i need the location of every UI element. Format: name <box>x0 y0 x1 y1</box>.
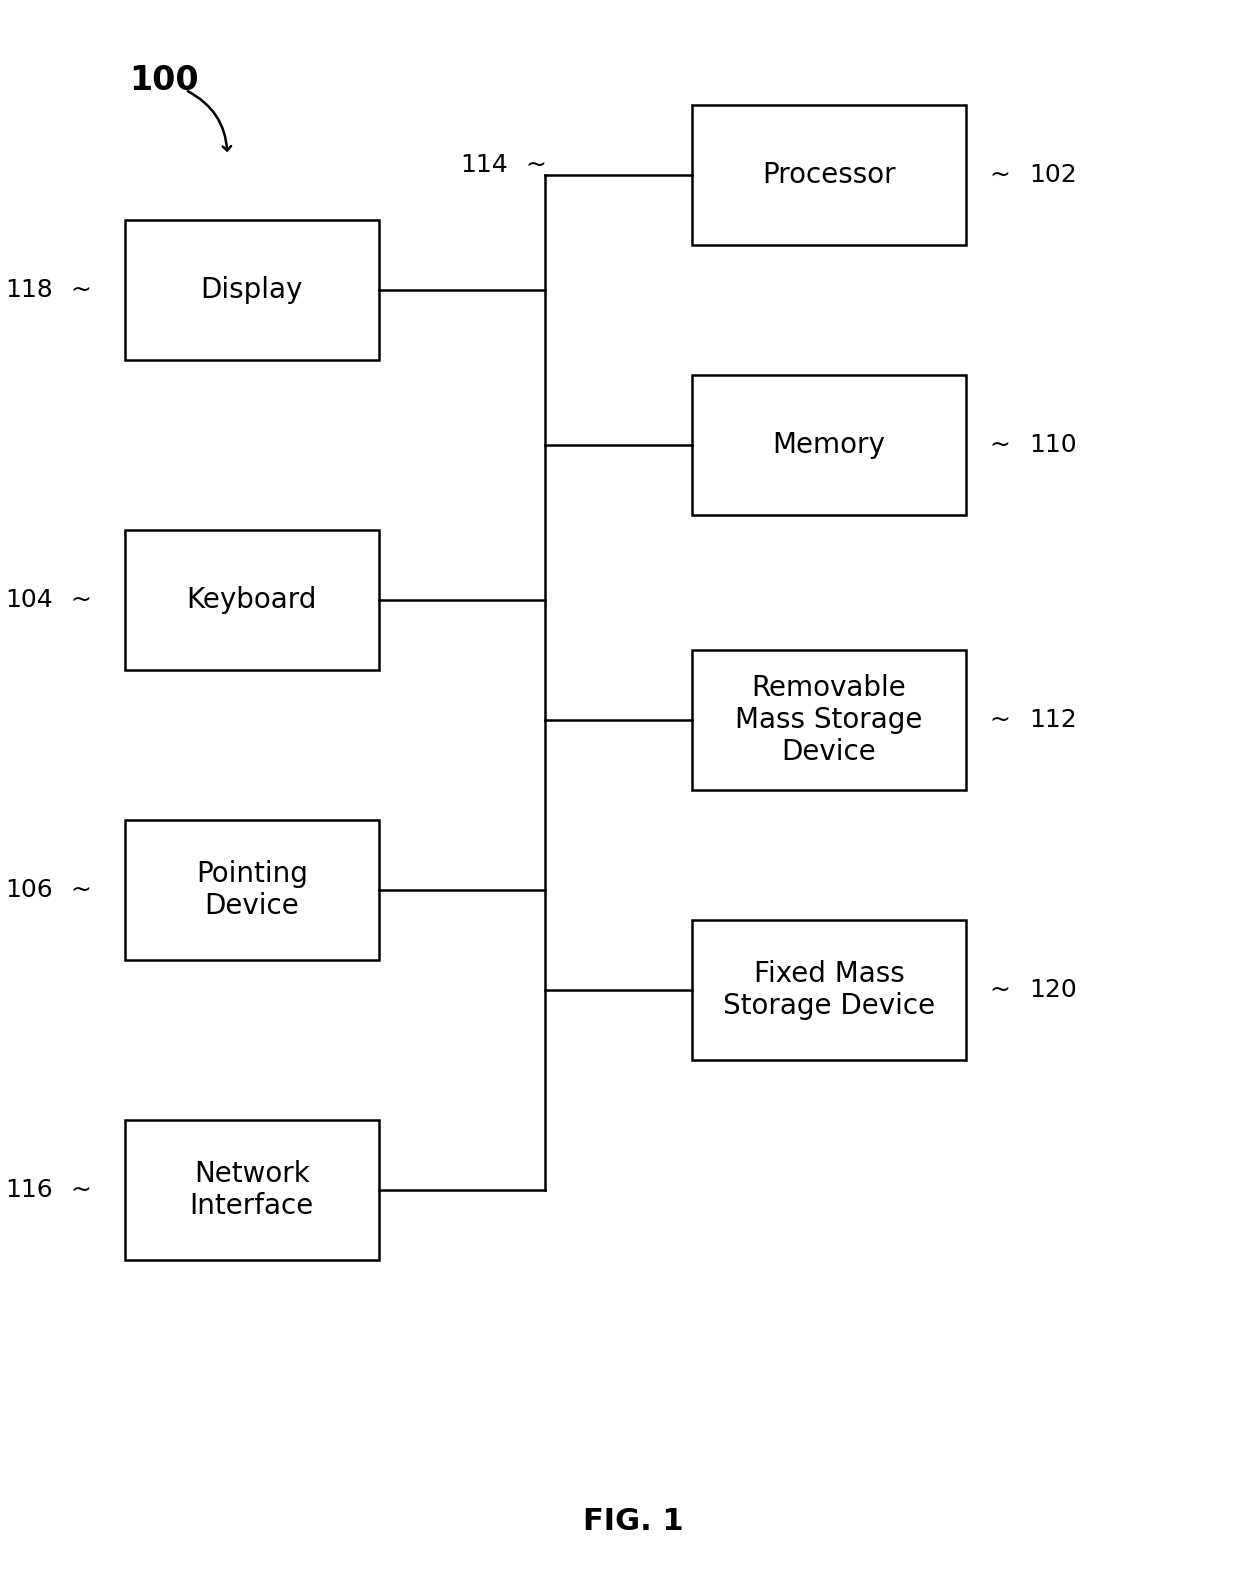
Bar <box>125 819 379 960</box>
Text: Keyboard: Keyboard <box>187 585 317 614</box>
Text: 106: 106 <box>5 878 53 902</box>
Text: ~: ~ <box>71 278 91 302</box>
Text: 104: 104 <box>5 589 53 612</box>
Text: Fixed Mass
Storage Device: Fixed Mass Storage Device <box>723 960 935 1020</box>
Text: Memory: Memory <box>773 430 885 459</box>
Text: ~: ~ <box>71 589 91 612</box>
Text: ~: ~ <box>990 978 1011 1001</box>
Text: 114: 114 <box>460 153 508 177</box>
Text: 118: 118 <box>5 278 53 302</box>
Text: Network
Interface: Network Interface <box>190 1160 314 1220</box>
Bar <box>692 104 966 245</box>
Text: Removable
Mass Storage
Device: Removable Mass Storage Device <box>735 674 923 766</box>
Text: Pointing
Device: Pointing Device <box>196 859 308 921</box>
Text: Processor: Processor <box>763 161 895 188</box>
Bar <box>125 220 379 361</box>
Text: ~: ~ <box>990 709 1011 732</box>
Text: 116: 116 <box>5 1179 53 1202</box>
Text: ~: ~ <box>990 163 1011 187</box>
Text: Display: Display <box>201 275 303 304</box>
Text: 110: 110 <box>1029 433 1078 457</box>
Text: FIG. 1: FIG. 1 <box>583 1508 683 1536</box>
Text: ~: ~ <box>71 1179 91 1202</box>
Bar <box>692 921 966 1060</box>
Bar <box>692 650 966 789</box>
Bar <box>692 375 966 516</box>
Text: 112: 112 <box>1029 709 1078 732</box>
Text: ~: ~ <box>71 878 91 902</box>
Text: 120: 120 <box>1029 978 1078 1001</box>
Bar <box>125 530 379 671</box>
Bar <box>125 1120 379 1259</box>
Text: 100: 100 <box>129 63 200 97</box>
Text: 102: 102 <box>1029 163 1078 187</box>
Text: ~: ~ <box>525 153 546 177</box>
Text: ~: ~ <box>990 433 1011 457</box>
